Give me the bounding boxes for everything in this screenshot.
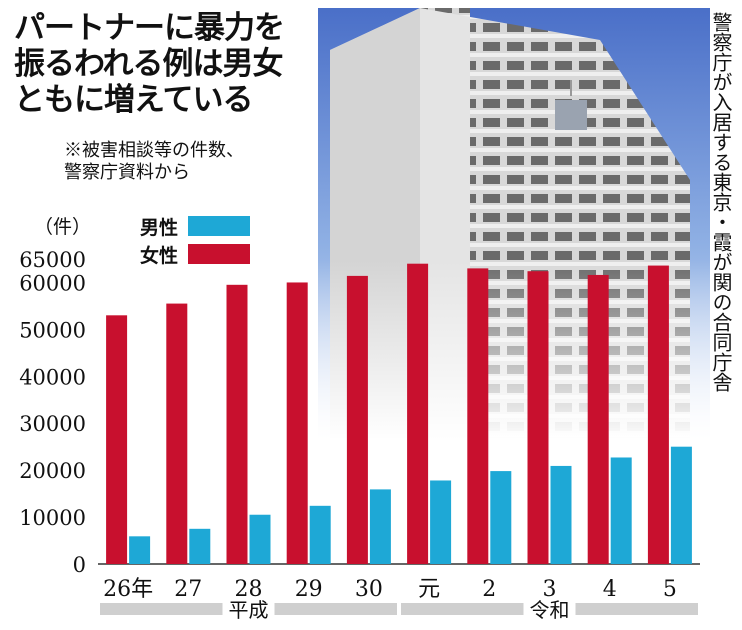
y-tick-label: 50000 <box>19 318 86 342</box>
bar-female <box>166 303 188 564</box>
x-tick-label: 3 <box>543 577 557 602</box>
x-tick-label: 28 <box>235 577 263 602</box>
y-tick-label: 0 <box>73 553 86 577</box>
bar-female <box>587 274 609 564</box>
x-tick-label: 2 <box>482 577 496 602</box>
y-tick-label: 40000 <box>19 365 86 389</box>
x-tick-label: 27 <box>174 577 202 602</box>
bar-male <box>430 480 452 564</box>
source-note: ※被害相談等の件数、 警察庁資料から <box>64 140 244 184</box>
legend-swatch-male <box>188 216 251 236</box>
y-tick-label: 65000 <box>19 248 86 272</box>
y-tick-label: 20000 <box>19 459 86 483</box>
title-line: ともに増えている <box>14 82 253 118</box>
legend-label-male: 男性 <box>140 216 179 239</box>
bar-female <box>286 282 308 564</box>
legend-item-female: 女性 <box>140 240 251 268</box>
bar-female <box>226 284 248 564</box>
x-tick-label: 30 <box>355 577 383 602</box>
note-line: ※被害相談等の件数、 <box>64 140 244 161</box>
y-axis-unit: （件） <box>34 216 92 238</box>
legend-label-female: 女性 <box>140 244 179 267</box>
x-tick-label: 29 <box>295 577 323 602</box>
bar-male <box>670 446 692 564</box>
legend: 男性 女性 <box>130 208 261 272</box>
y-tick-label: 60000 <box>19 271 86 295</box>
bar-male <box>369 489 391 564</box>
legend-swatch-female <box>188 244 251 264</box>
bar-male <box>129 536 151 564</box>
title-line: パートナーに暴力を <box>14 10 285 46</box>
photo-caption: 警察庁が入居する東京・霞が関の合同庁舎 <box>709 12 733 392</box>
x-tick-label: 26年 <box>103 577 153 602</box>
x-tick-label: 5 <box>663 577 677 602</box>
y-tick-label: 10000 <box>19 506 86 530</box>
bar-female <box>467 268 489 564</box>
title-line: 振るわれる例は男女 <box>14 46 283 82</box>
era-label-backdrop <box>222 600 275 620</box>
bar-male <box>550 465 572 564</box>
legend-item-male: 男性 <box>140 212 251 240</box>
chart-title: パートナーに暴力を 振るわれる例は男女 ともに増えている <box>14 10 285 118</box>
bar-female <box>647 265 669 564</box>
era-label-backdrop <box>523 600 576 620</box>
x-tick-label: 4 <box>603 577 617 602</box>
bar-male <box>309 505 331 564</box>
era-label: 平成 <box>229 598 269 622</box>
x-tick-label: 元 <box>418 577 440 602</box>
bar-male <box>189 528 211 564</box>
bar-female <box>407 263 429 564</box>
bar-female <box>106 315 128 564</box>
y-tick-label: 30000 <box>19 412 86 436</box>
bar-male <box>610 457 632 564</box>
era-label: 令和 <box>530 598 570 622</box>
bar-male <box>249 514 271 564</box>
bar-male <box>490 471 512 564</box>
note-line: 警察庁資料から <box>64 162 190 183</box>
bar-female <box>527 271 549 564</box>
bar-female <box>346 275 368 564</box>
